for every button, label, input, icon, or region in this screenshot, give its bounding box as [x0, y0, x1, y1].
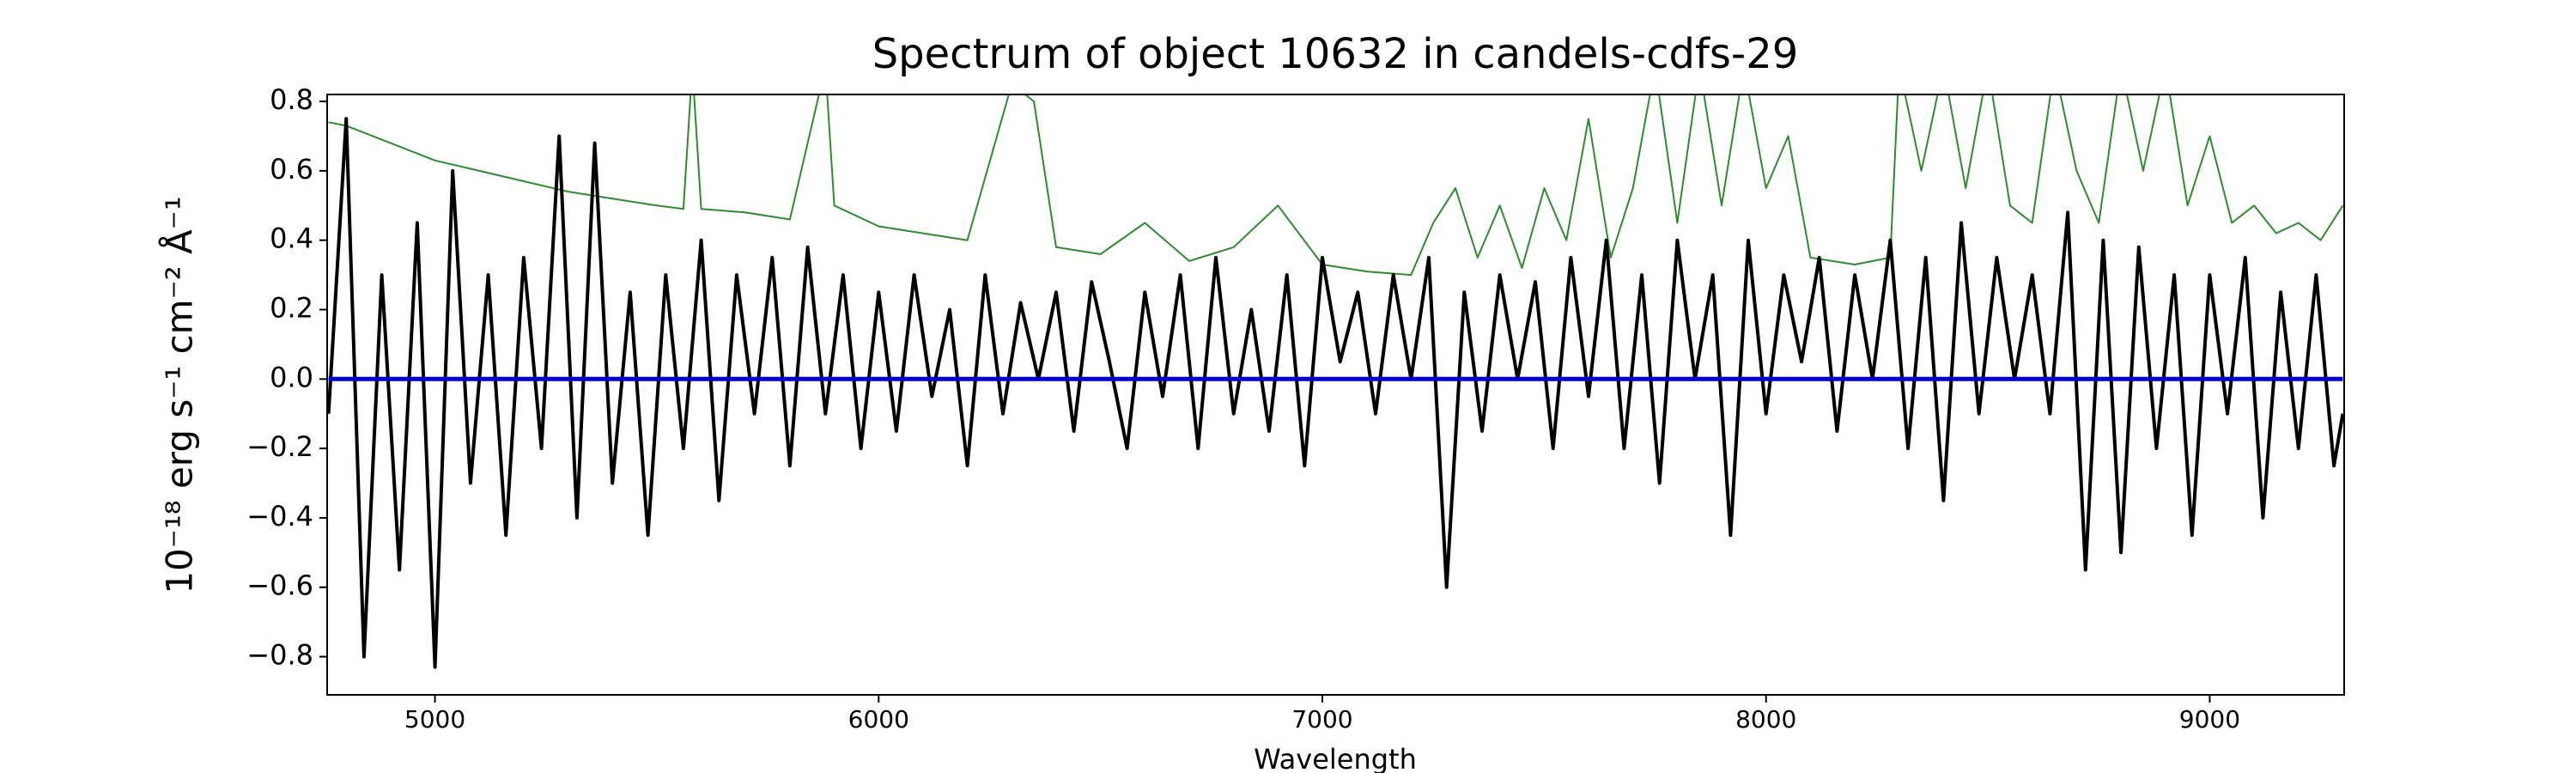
- plot-frame: [326, 94, 2345, 696]
- y-tick-label: −0.8: [246, 639, 313, 672]
- y-tick-label: 0.8: [270, 83, 313, 116]
- y-tick-label: 0.0: [270, 361, 313, 393]
- y-tick-label: 0.6: [270, 153, 313, 186]
- x-tick-label: 9000: [2179, 705, 2240, 733]
- y-tick-label: 0.4: [270, 222, 313, 255]
- y-tick-label: −0.4: [246, 500, 313, 533]
- y-tick-label: 0.2: [270, 292, 313, 325]
- x-tick-label: 7000: [1291, 705, 1352, 733]
- y-axis-label: 10⁻¹⁸ erg s⁻¹ cm⁻² Å⁻¹: [158, 196, 201, 593]
- x-tick-label: 5000: [404, 705, 465, 733]
- chart-title: Spectrum of object 10632 in candels-cdfs…: [872, 30, 1799, 78]
- spectrum-line: [328, 94, 2344, 277]
- x-axis-label: Wavelength: [1254, 743, 1417, 773]
- y-tick-label: −0.2: [246, 430, 313, 463]
- x-tick-label: 8000: [1735, 705, 1796, 733]
- y-tick-label: −0.6: [246, 569, 313, 602]
- x-tick-label: 6000: [848, 705, 909, 733]
- plot-area: [327, 94, 2344, 669]
